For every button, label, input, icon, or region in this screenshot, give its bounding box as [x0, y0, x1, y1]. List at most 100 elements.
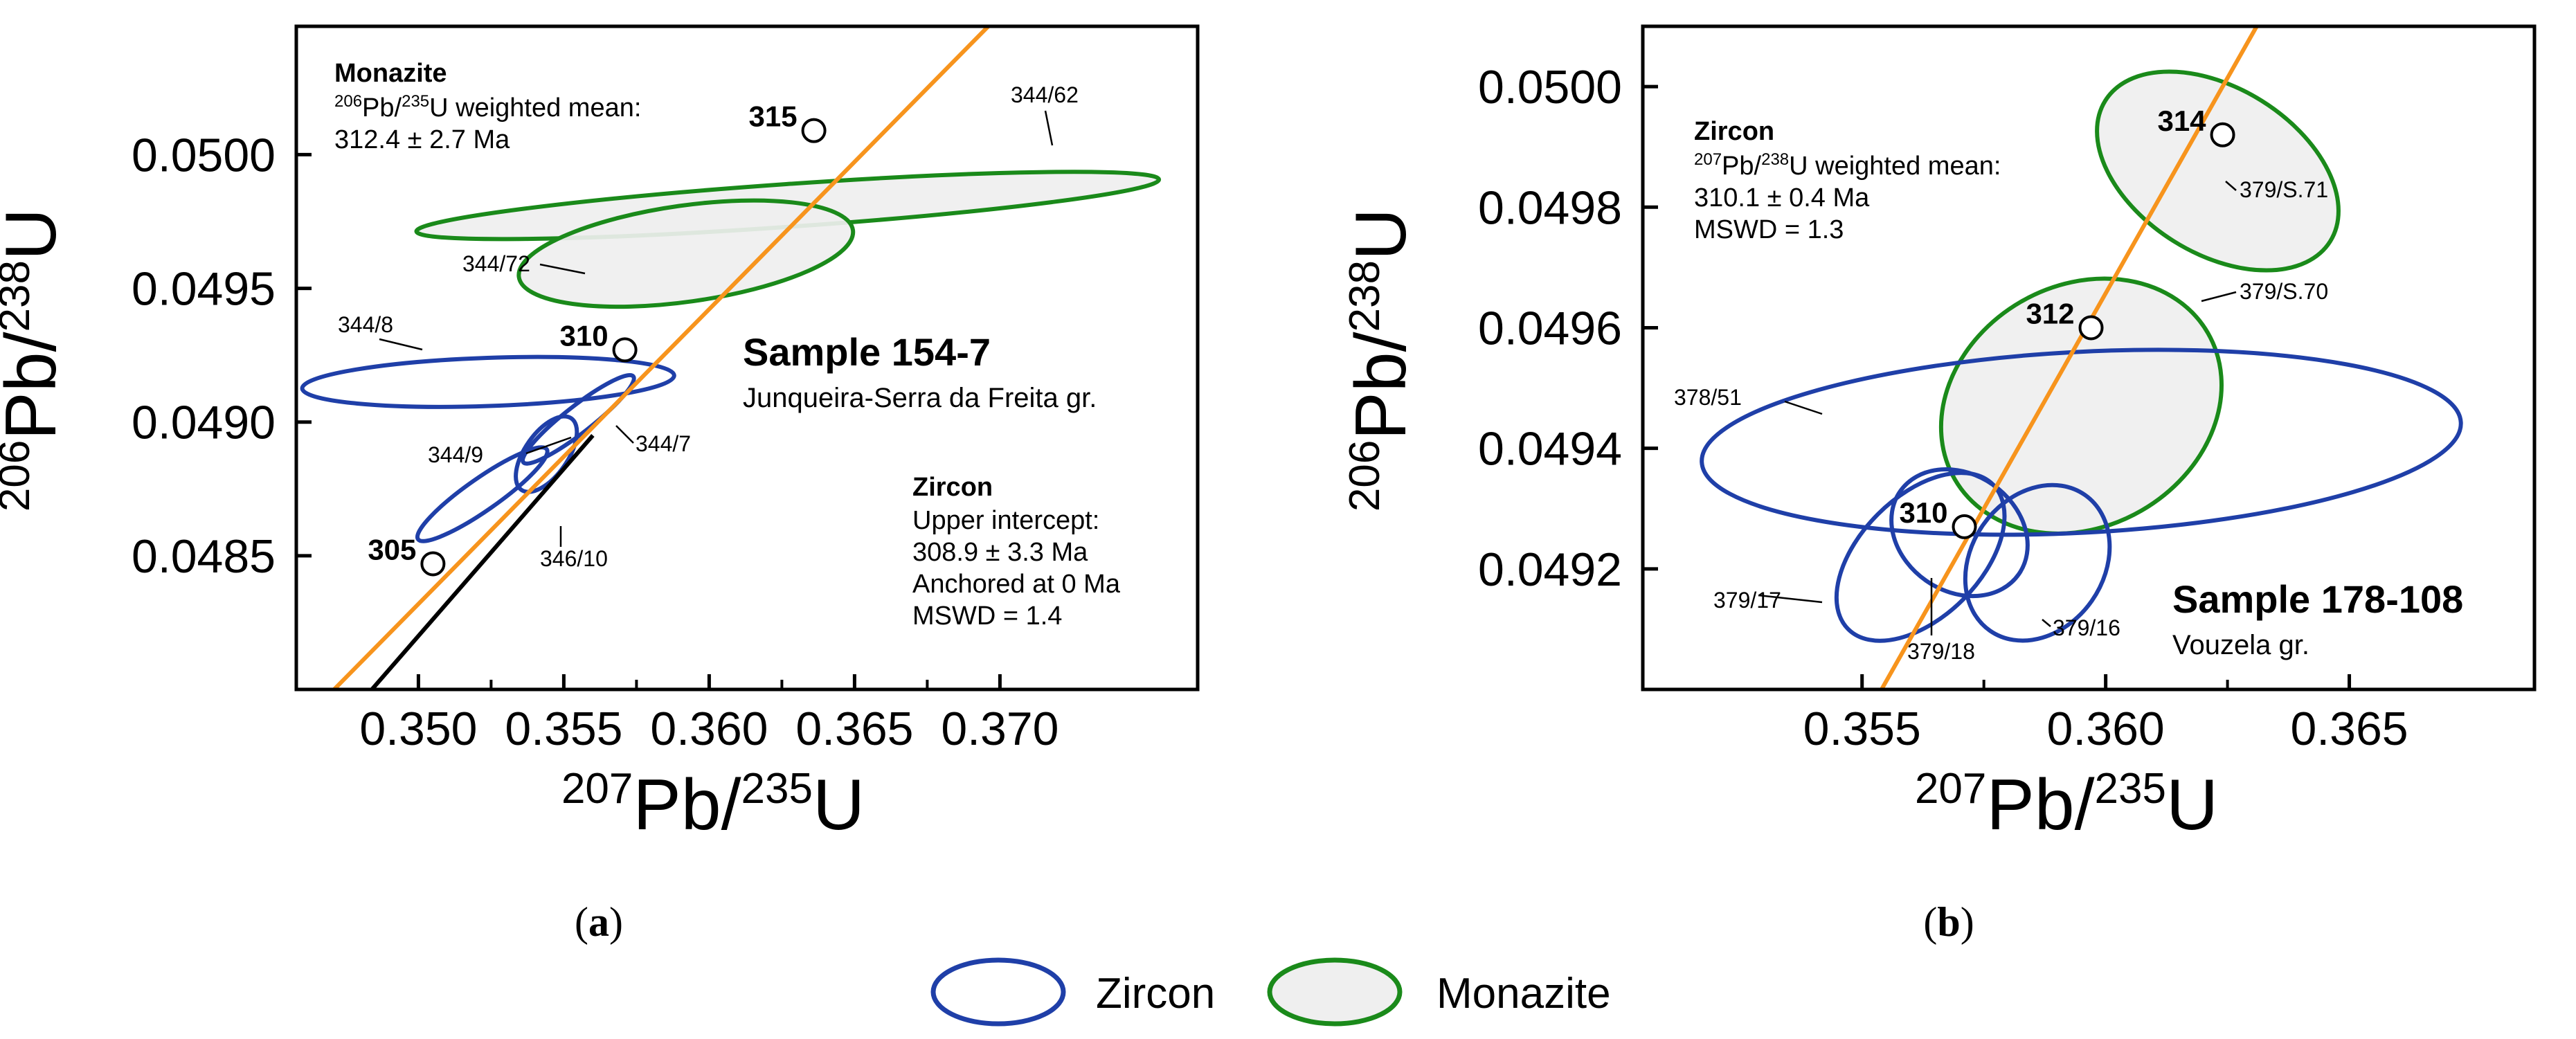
panel-b-zircon-title: Zircon [1694, 117, 1774, 146]
age-marker-label-305: 305 [368, 533, 416, 566]
panel-a-frame [294, 24, 1200, 692]
age-marker-label-310: 310 [560, 319, 609, 352]
panel-a-monazite-line1: 206Pb/235U weighted mean: [334, 92, 641, 123]
panel-b-group: Vouzela gr. [2172, 630, 2309, 660]
panel-b-age-markers: 314 312 310 [1899, 105, 2235, 539]
age-marker-315 [801, 118, 827, 143]
y-tick-label: 0.0490 [132, 397, 276, 449]
ellipse-344-8 [300, 354, 676, 409]
panel-b-sample-title: Sample 178-108 [2172, 577, 2463, 621]
panel-a-lines [332, 26, 990, 689]
ellipse-label-344-62: 344/62 [1011, 82, 1079, 107]
ellipse-label-379-S-70: 379/S.70 [2240, 279, 2328, 304]
panel-b-ticks: 0.355 0.360 0.365 0.0492 0.0494 0.0496 0.0498 0… [1478, 61, 2408, 755]
ellipse-leader-379-17 [1758, 594, 1823, 604]
legend-monazite-swatch [1267, 957, 1403, 1027]
age-marker-label-315: 315 [749, 100, 798, 133]
y-tick-label: 0.0492 [1478, 543, 1622, 596]
panel-a: 315 310 305 344/62 344/72 344/8 344/7 344/9 346… [0, 24, 1200, 945]
age-marker-310 [1952, 514, 1977, 539]
ellipse-379-S-70 [1938, 276, 2224, 536]
panel-a-zircon-line2: 308.9 ± 3.3 Ma [912, 538, 1088, 567]
x-tick-label: 0.365 [2290, 703, 2408, 755]
panel-a-sample-title: Sample 154-7 [743, 330, 991, 374]
panel-b-zircon-line1: 207Pb/238U weighted mean: [1694, 150, 2001, 181]
age-marker-label-310: 310 [1899, 496, 1947, 529]
x-tick-label: 0.360 [2047, 703, 2165, 755]
panel-a-label: (a) [575, 899, 623, 945]
ellipse-label-344-7: 344/7 [636, 431, 691, 456]
legend-monazite-label: Monazite [1436, 970, 1611, 1018]
legend: Zircon Monazite [930, 957, 1611, 1027]
ellipse-leader-379-16 [2042, 619, 2051, 627]
panel-a-ticks: 0.350 0.355 0.360 0.365 0.370 0.0485 0.0490 0.0… [132, 129, 1059, 755]
panel-b-ellipse-labels: 379/S.71 379/S.70 378/51 379/17 379/18 379/16 [1674, 177, 2328, 664]
ellipse-leader-379-S-70 [2201, 291, 2237, 302]
panel-b-zircon-line2: 310.1 ± 0.4 Ma [1694, 183, 1870, 213]
age-marker-305 [420, 551, 446, 577]
x-tick-label: 0.350 [359, 703, 477, 755]
ellipse-leader-344-8 [379, 338, 423, 351]
ellipse-379-16 [1963, 482, 2112, 643]
y-tick-label: 0.0500 [132, 129, 276, 181]
panel-a-ellipse-labels: 344/62 344/72 344/8 344/7 344/9 346/10 [338, 82, 1079, 571]
x-tick-label: 0.355 [1803, 703, 1921, 755]
panel-a-ylabel: 206Pb/238U [0, 208, 71, 512]
panel-a-ellipses [300, 170, 1162, 543]
legend-zircon-label: Zircon [1096, 970, 1215, 1018]
panel-b-ylabel: 206Pb/238U [1341, 208, 1421, 512]
x-tick-label: 0.360 [650, 703, 768, 755]
y-tick-label: 0.0500 [1478, 61, 1622, 114]
panel-a-monazite-title: Monazite [334, 59, 447, 88]
ellipse-label-379-18: 379/18 [1907, 639, 1975, 664]
panel-b-lines [1880, 26, 2259, 689]
age-marker-314 [2210, 122, 2235, 147]
ellipse-leader-344-72 [539, 263, 586, 275]
x-tick-label: 0.365 [795, 703, 913, 755]
ellipse-346-10 [415, 445, 550, 543]
discordia-line [370, 434, 595, 689]
x-tick-label: 0.370 [941, 703, 1059, 755]
ellipse-379-S-71 [2095, 69, 2341, 273]
ellipse-label-379-S-71: 379/S.71 [2240, 177, 2328, 202]
ellipse-leader-344-62 [1044, 110, 1054, 146]
y-tick-label: 0.0495 [132, 263, 276, 316]
age-marker-312 [2078, 315, 2104, 341]
panel-a-zircon-line4: MSWD = 1.4 [912, 602, 1062, 631]
ellipse-label-346-10: 346/10 [540, 546, 608, 571]
ellipse-leader-344-9 [525, 436, 572, 455]
ellipse-label-378-51: 378/51 [1674, 385, 1742, 410]
panel-a-xlabel: 207Pb/235U [561, 765, 865, 845]
y-tick-label: 0.0485 [132, 530, 276, 583]
ellipse-leader-379-S-71 [2225, 181, 2237, 191]
age-marker-310 [612, 337, 638, 363]
ellipse-label-344-9: 344/9 [428, 442, 483, 467]
ellipse-344-7 [521, 372, 636, 466]
age-marker-label-312: 312 [2026, 297, 2074, 329]
panel-b-zircon-line3: MSWD = 1.3 [1694, 215, 1844, 244]
concordia-line [332, 26, 990, 689]
concordia-line [1880, 26, 2259, 689]
panel-a-zircon-line3: Anchored at 0 Ma [912, 570, 1121, 599]
y-tick-label: 0.0494 [1478, 423, 1622, 476]
panel-b-label: (b) [1923, 899, 1974, 945]
panel-b-frame [1641, 24, 2537, 692]
y-tick-label: 0.0498 [1478, 181, 1622, 234]
panel-b-xlabel: 207Pb/235U [1915, 765, 2218, 845]
legend-zircon-swatch [930, 957, 1066, 1027]
ellipse-leader-378-51 [1784, 400, 1823, 415]
age-marker-label-314: 314 [2157, 105, 2206, 137]
panel-a-zircon-title: Zircon [912, 473, 993, 502]
ellipse-label-379-16: 379/16 [2053, 615, 2120, 640]
panel-a-group: Junqueira-Serra da Freita gr. [743, 383, 1097, 413]
panel-a-zircon-line1: Upper intercept: [912, 506, 1099, 535]
y-tick-label: 0.0496 [1478, 302, 1622, 354]
ellipse-leader-344-7 [615, 425, 634, 444]
ellipse-label-344-8: 344/8 [338, 312, 393, 337]
panel-a-monazite-line2: 312.4 ± 2.7 Ma [334, 125, 510, 154]
ellipse-344-72 [516, 198, 856, 309]
ellipse-label-379-17: 379/17 [1713, 588, 1781, 613]
ellipse-379-18 [1889, 467, 2030, 599]
